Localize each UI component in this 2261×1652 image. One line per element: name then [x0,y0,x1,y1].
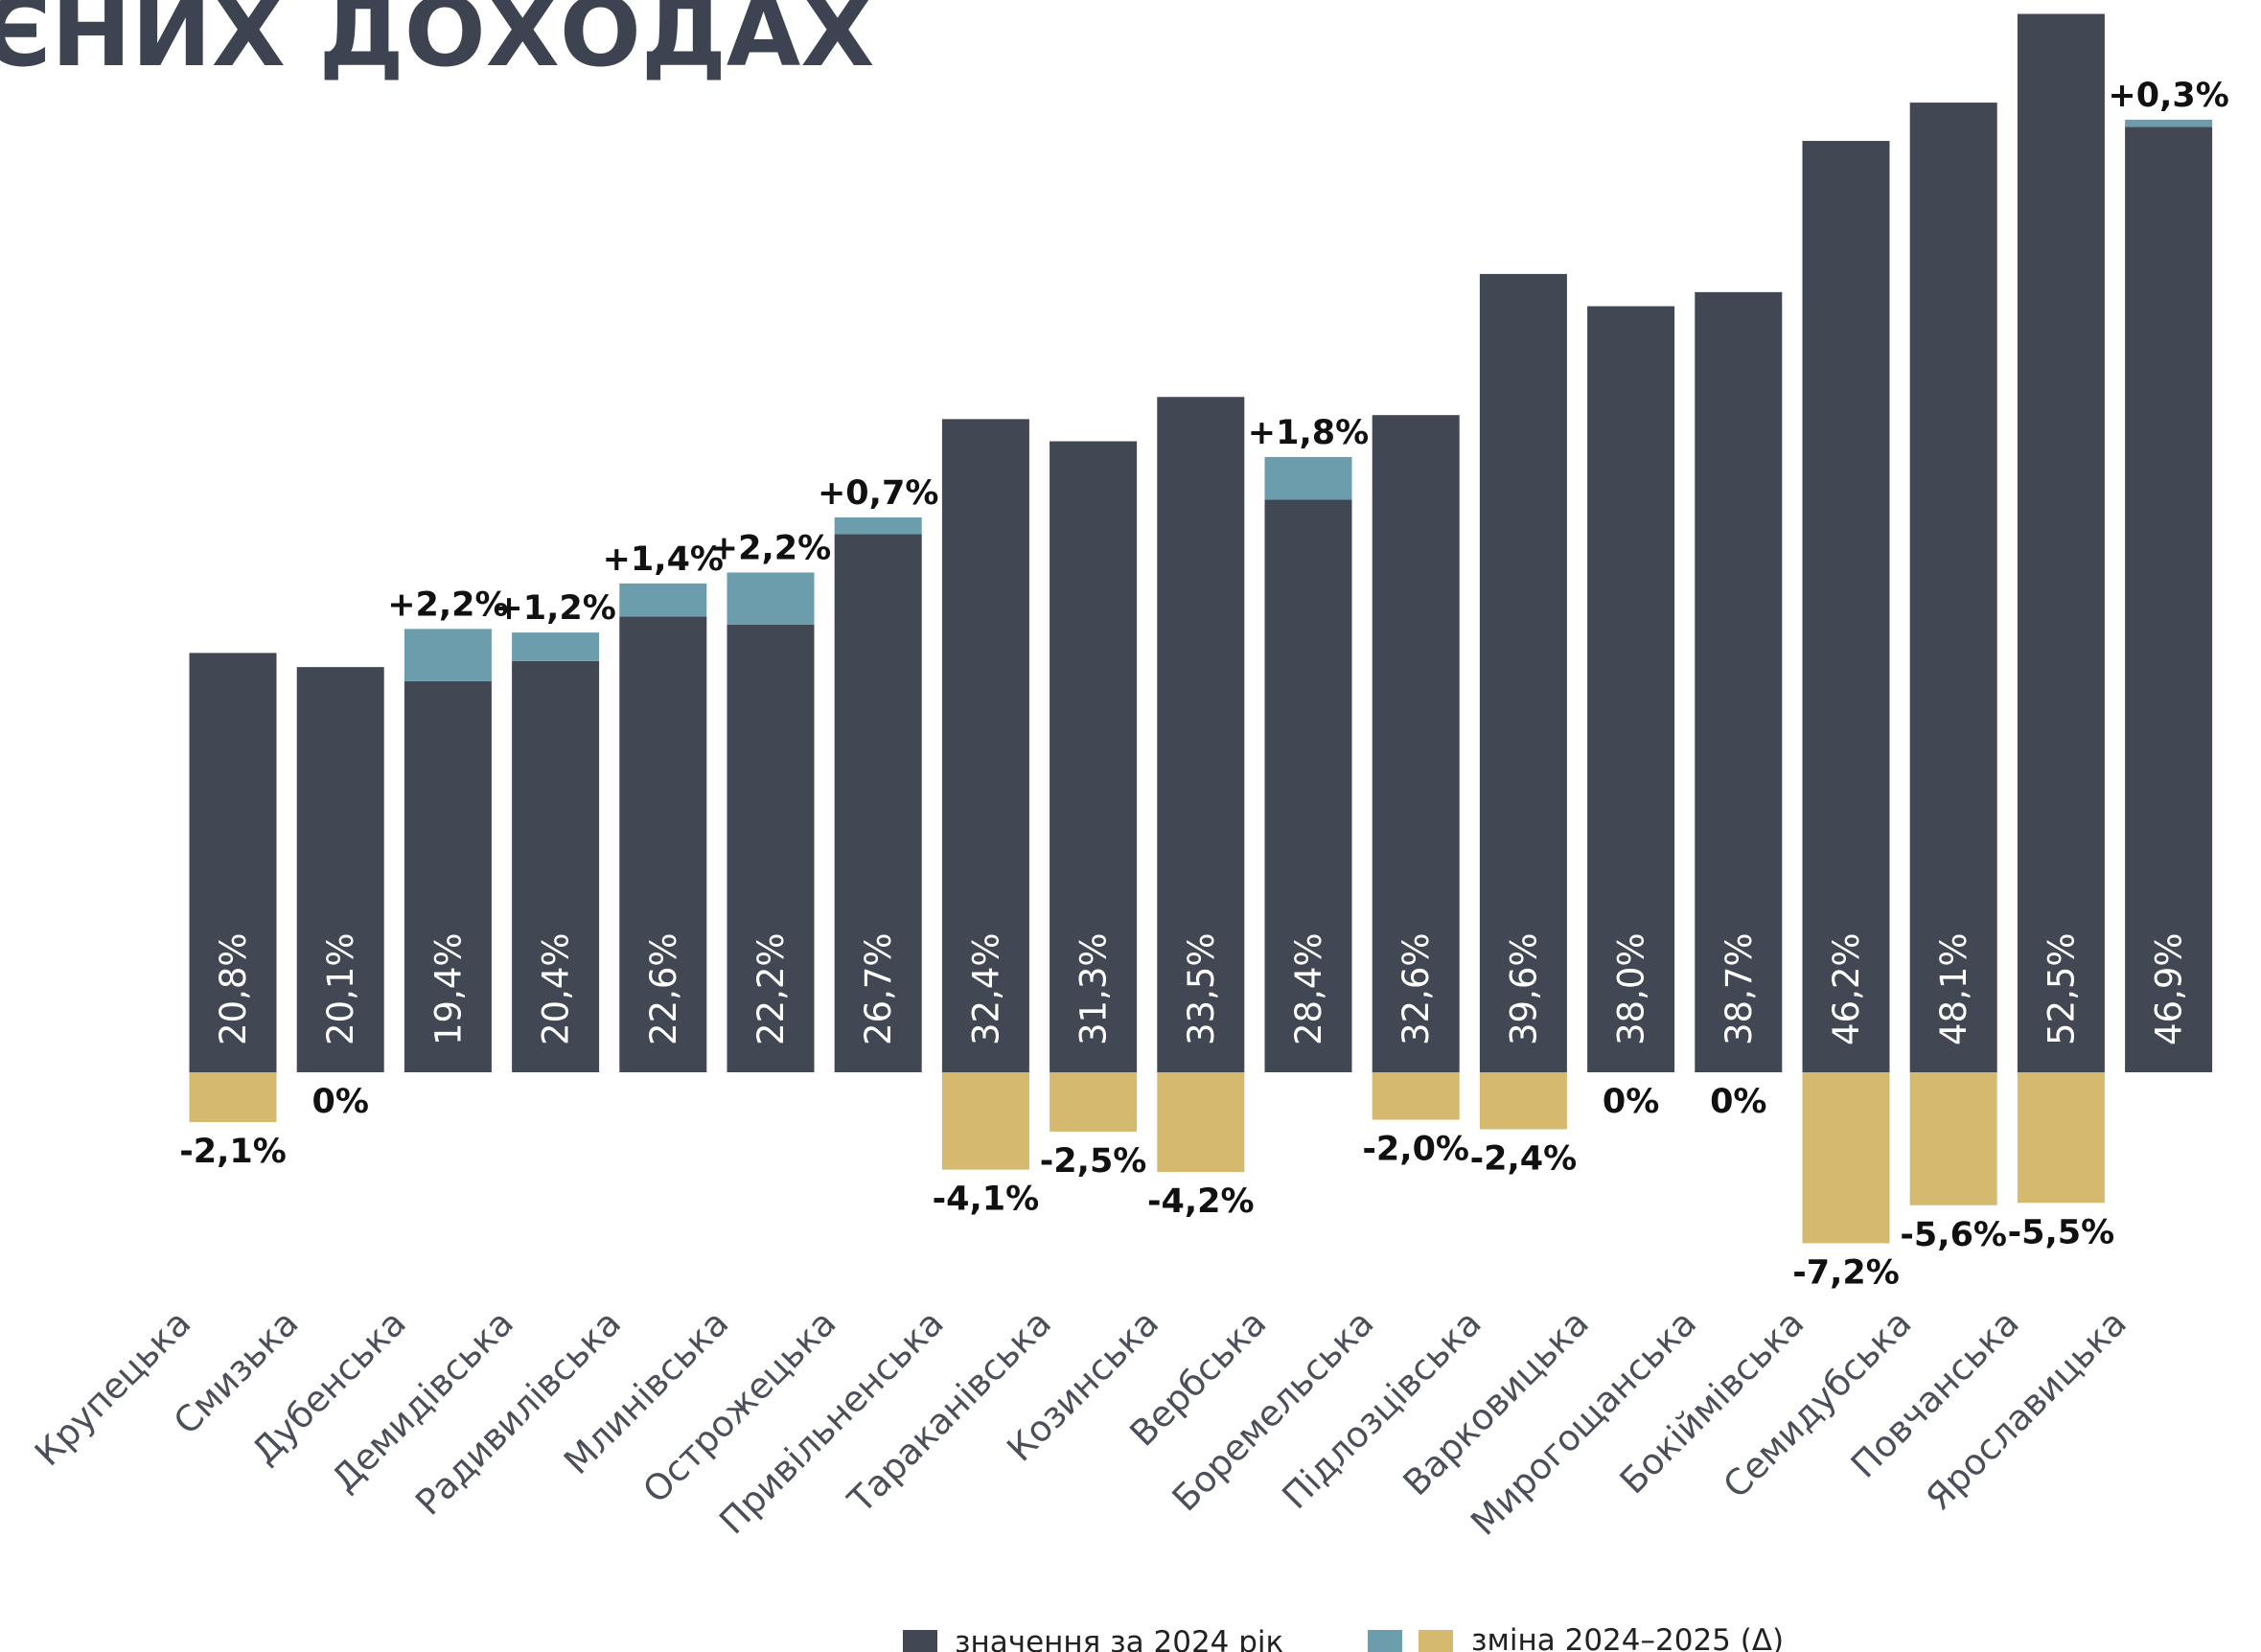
bar [1264,499,1352,1072]
delta-label: 0% [1710,1083,1766,1121]
delta-label: 0% [311,1083,368,1121]
bar-value-label: 48,1% [1933,932,1974,1045]
delta-bar [619,583,707,617]
delta-bar [2017,1072,2105,1204]
x-tick-label: Ярославицька [1918,1302,2134,1519]
bar-value-label: 26,7% [858,932,899,1045]
delta-bar [1372,1072,1460,1120]
bar [1909,103,1997,1073]
bar-value-label: 38,7% [1719,932,1760,1045]
delta-label: -7,2% [1792,1253,1900,1292]
bar-value-label: 19,4% [427,932,469,1045]
x-tick-label: Демидівська [324,1302,521,1500]
delta-bar [189,1072,277,1123]
delta-label: -5,5% [2008,1213,2115,1251]
delta-bar [834,516,922,535]
x-tick-label: Варковицька [1396,1302,1597,1503]
delta-label: -5,6% [1900,1216,2007,1254]
bar [834,534,922,1072]
delta-label: -4,1% [933,1181,1040,1219]
delta-label: -2,5% [1040,1142,1147,1181]
legend-swatch [1419,1630,1453,1652]
delta-bar [512,632,600,661]
x-tick-label: Тараканівська [840,1302,1059,1522]
x-tick-label: Крупецька [27,1302,198,1474]
bar-value-label: 32,6% [1396,932,1437,1045]
bar [404,680,492,1072]
delta-bar [1802,1072,1890,1244]
bar-value-label: 28,4% [1288,932,1329,1045]
delta-bar [941,1072,1029,1170]
delta-bar [1479,1072,1567,1130]
bar [1479,273,1567,1073]
delta-label: +2,2% [710,529,831,567]
bar-value-label: 20,4% [536,932,577,1045]
delta-label: +1,2% [495,589,615,628]
legend-swatch [903,1630,937,1652]
delta-label: +2,2% [387,585,508,624]
chart-title: ЄНИХ ДОХОДАХ [0,0,874,88]
bar [1157,397,1245,1072]
bar-value-label: 22,6% [643,932,684,1045]
bar [941,419,1029,1073]
bar [727,624,815,1072]
bar-value-label: 20,8% [213,932,254,1045]
delta-label: -2,4% [1470,1139,1578,1178]
bar-value-label: 52,5% [2041,932,2082,1045]
bar [1587,306,1675,1072]
delta-label: +1,8% [1248,414,1369,452]
x-tick-label: Острожецька [635,1302,844,1511]
delta-bar [404,629,492,681]
delta-label: +1,4% [603,540,724,579]
bar [2017,13,2105,1072]
legend-label: значення за 2024 рік [955,1625,1283,1652]
bar-value-label: 32,4% [965,932,1006,1045]
bar [1695,291,1783,1073]
x-tick-label: Підлозцівська [1275,1302,1489,1517]
delta-label: -2,1% [179,1133,287,1171]
bar-value-label: 20,1% [320,932,361,1045]
bar [619,616,707,1072]
bar-value-label: 46,2% [1826,932,1867,1045]
bar-value-label: 46,9% [2149,932,2190,1045]
delta-bar [1909,1072,1997,1205]
delta-bar [2125,119,2213,127]
bar [189,653,277,1072]
legend-swatch [1368,1630,1402,1652]
delta-label: 0% [1603,1083,1659,1121]
delta-bar [1050,1072,1138,1132]
bar [1372,415,1460,1072]
delta-label: +0,7% [818,474,938,513]
bar-value-label: 33,5% [1181,932,1222,1045]
legend-label: зміна 2024–2025 (Δ) [1471,1623,1784,1652]
bar-value-label: 38,0% [1611,932,1652,1045]
bar-value-label: 31,3% [1073,932,1115,1045]
bar [1802,141,1890,1072]
bar [2125,126,2213,1072]
delta-label: -4,2% [1147,1182,1255,1221]
bar [1050,441,1138,1072]
delta-label: +0,3% [2108,77,2228,115]
bar-value-label: 22,2% [750,932,792,1045]
x-tick-label: Семидубська [1716,1302,1920,1506]
delta-bar [727,572,815,625]
delta-bar [1264,456,1352,500]
bar [296,667,384,1072]
x-tick-label: Боремельська [1165,1302,1382,1520]
x-tick-label: Бокіймівська [1612,1302,1812,1503]
bar-value-label: 39,6% [1503,932,1544,1045]
delta-label: -2,0% [1362,1131,1469,1169]
delta-bar [1157,1072,1245,1173]
bar [512,660,600,1072]
